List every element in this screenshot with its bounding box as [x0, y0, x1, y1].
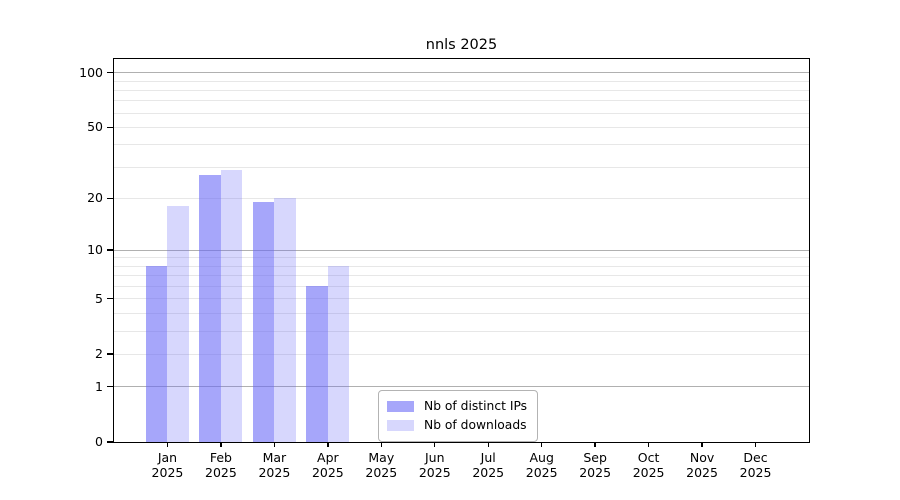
- y-tick-label: 5: [95, 290, 103, 306]
- y-tick-label: 10: [87, 242, 103, 258]
- x-tick-label-feb: Feb 2025: [205, 450, 237, 480]
- y-tick-label: 2: [95, 346, 103, 362]
- bar-distinct-ips-jan: [145, 266, 168, 442]
- x-tick-mark: [327, 442, 329, 447]
- minor-gridline: [114, 312, 809, 314]
- chart-title: nnls 2025: [425, 37, 498, 53]
- y-tick-mark: [107, 385, 113, 388]
- bar-downloads-mar: [274, 198, 296, 442]
- minor-gridline: [114, 100, 809, 102]
- minor-gridline: [114, 353, 809, 355]
- minor-gridline: [114, 80, 809, 82]
- y-tick-mark: [107, 249, 113, 251]
- y-tick-mark: [107, 297, 113, 300]
- major-gridline: [114, 386, 809, 388]
- bar-downloads-jan: [167, 206, 189, 442]
- y-tick-label: 1: [95, 378, 103, 394]
- x-tick-label-nov: Nov 2025: [686, 450, 718, 480]
- y-tick-mark: [107, 197, 113, 200]
- minor-gridline: [114, 257, 809, 259]
- x-tick-mark: [380, 442, 382, 447]
- y-tick-mark: [107, 72, 113, 74]
- x-tick-mark: [166, 442, 169, 447]
- x-tick-label-aug: Aug 2025: [525, 450, 558, 480]
- x-tick-mark: [754, 442, 757, 447]
- legend-item-downloads: Nb of downloads: [387, 416, 527, 435]
- minor-gridline: [114, 166, 809, 168]
- x-tick-mark: [434, 442, 436, 447]
- bar-distinct-ips-feb: [199, 175, 221, 442]
- legend: Nb of distinct IPs Nb of downloads: [378, 390, 539, 442]
- y-tick-mark: [107, 353, 113, 355]
- minor-gridline: [114, 265, 809, 267]
- minor-gridline: [114, 197, 809, 199]
- x-tick-label-jul: Jul 2025: [472, 450, 505, 480]
- y-tick-mark: [107, 126, 113, 129]
- y-tick-label: 0: [95, 434, 103, 449]
- major-gridline: [114, 72, 809, 74]
- bar-downloads-apr: [327, 266, 350, 442]
- minor-gridline: [114, 298, 809, 300]
- x-tick-mark: [540, 442, 543, 447]
- major-gridline: [114, 249, 809, 251]
- minor-gridline: [114, 144, 809, 146]
- bar-downloads-feb: [220, 169, 243, 442]
- x-tick-label-jun: Jun 2025: [418, 450, 451, 480]
- x-tick-mark: [487, 442, 489, 447]
- x-tick-mark: [220, 442, 222, 447]
- downloads-swatch: [387, 420, 414, 431]
- x-tick-label-mar: Mar 2025: [258, 450, 291, 480]
- x-tick-label-oct: Oct 2025: [632, 450, 665, 480]
- legend-item-distinct-ips: Nb of distinct IPs: [387, 397, 527, 416]
- y-tick-label: 50: [87, 119, 103, 135]
- x-tick-label-may: May 2025: [365, 450, 398, 480]
- minor-gridline: [114, 285, 809, 287]
- x-tick-mark: [647, 442, 650, 447]
- minor-gridline: [114, 275, 809, 277]
- minor-gridline: [114, 112, 809, 114]
- y-tick-mark: [107, 441, 113, 443]
- x-tick-mark: [594, 442, 596, 447]
- minor-gridline: [114, 330, 809, 332]
- minor-gridline: [114, 89, 809, 91]
- x-tick-label-dec: Dec 2025: [739, 450, 772, 480]
- distinct-ips-swatch: [387, 401, 414, 412]
- bar-distinct-ips-apr: [306, 286, 328, 442]
- minor-gridline: [114, 126, 809, 128]
- legend-label-downloads: Nb of downloads: [424, 418, 527, 432]
- x-tick-mark: [273, 442, 276, 447]
- x-tick-label-apr: Apr 2025: [311, 450, 344, 480]
- legend-label-distinct-ips: Nb of distinct IPs: [424, 399, 528, 413]
- plot-area: [113, 58, 810, 443]
- x-tick-mark: [701, 442, 703, 447]
- bar-distinct-ips-mar: [252, 202, 275, 442]
- x-tick-label-jan: Jan 2025: [151, 450, 184, 480]
- x-tick-label-sep: Sep 2025: [579, 450, 612, 480]
- y-tick-label: 100: [79, 64, 103, 80]
- y-tick-label: 20: [87, 190, 103, 206]
